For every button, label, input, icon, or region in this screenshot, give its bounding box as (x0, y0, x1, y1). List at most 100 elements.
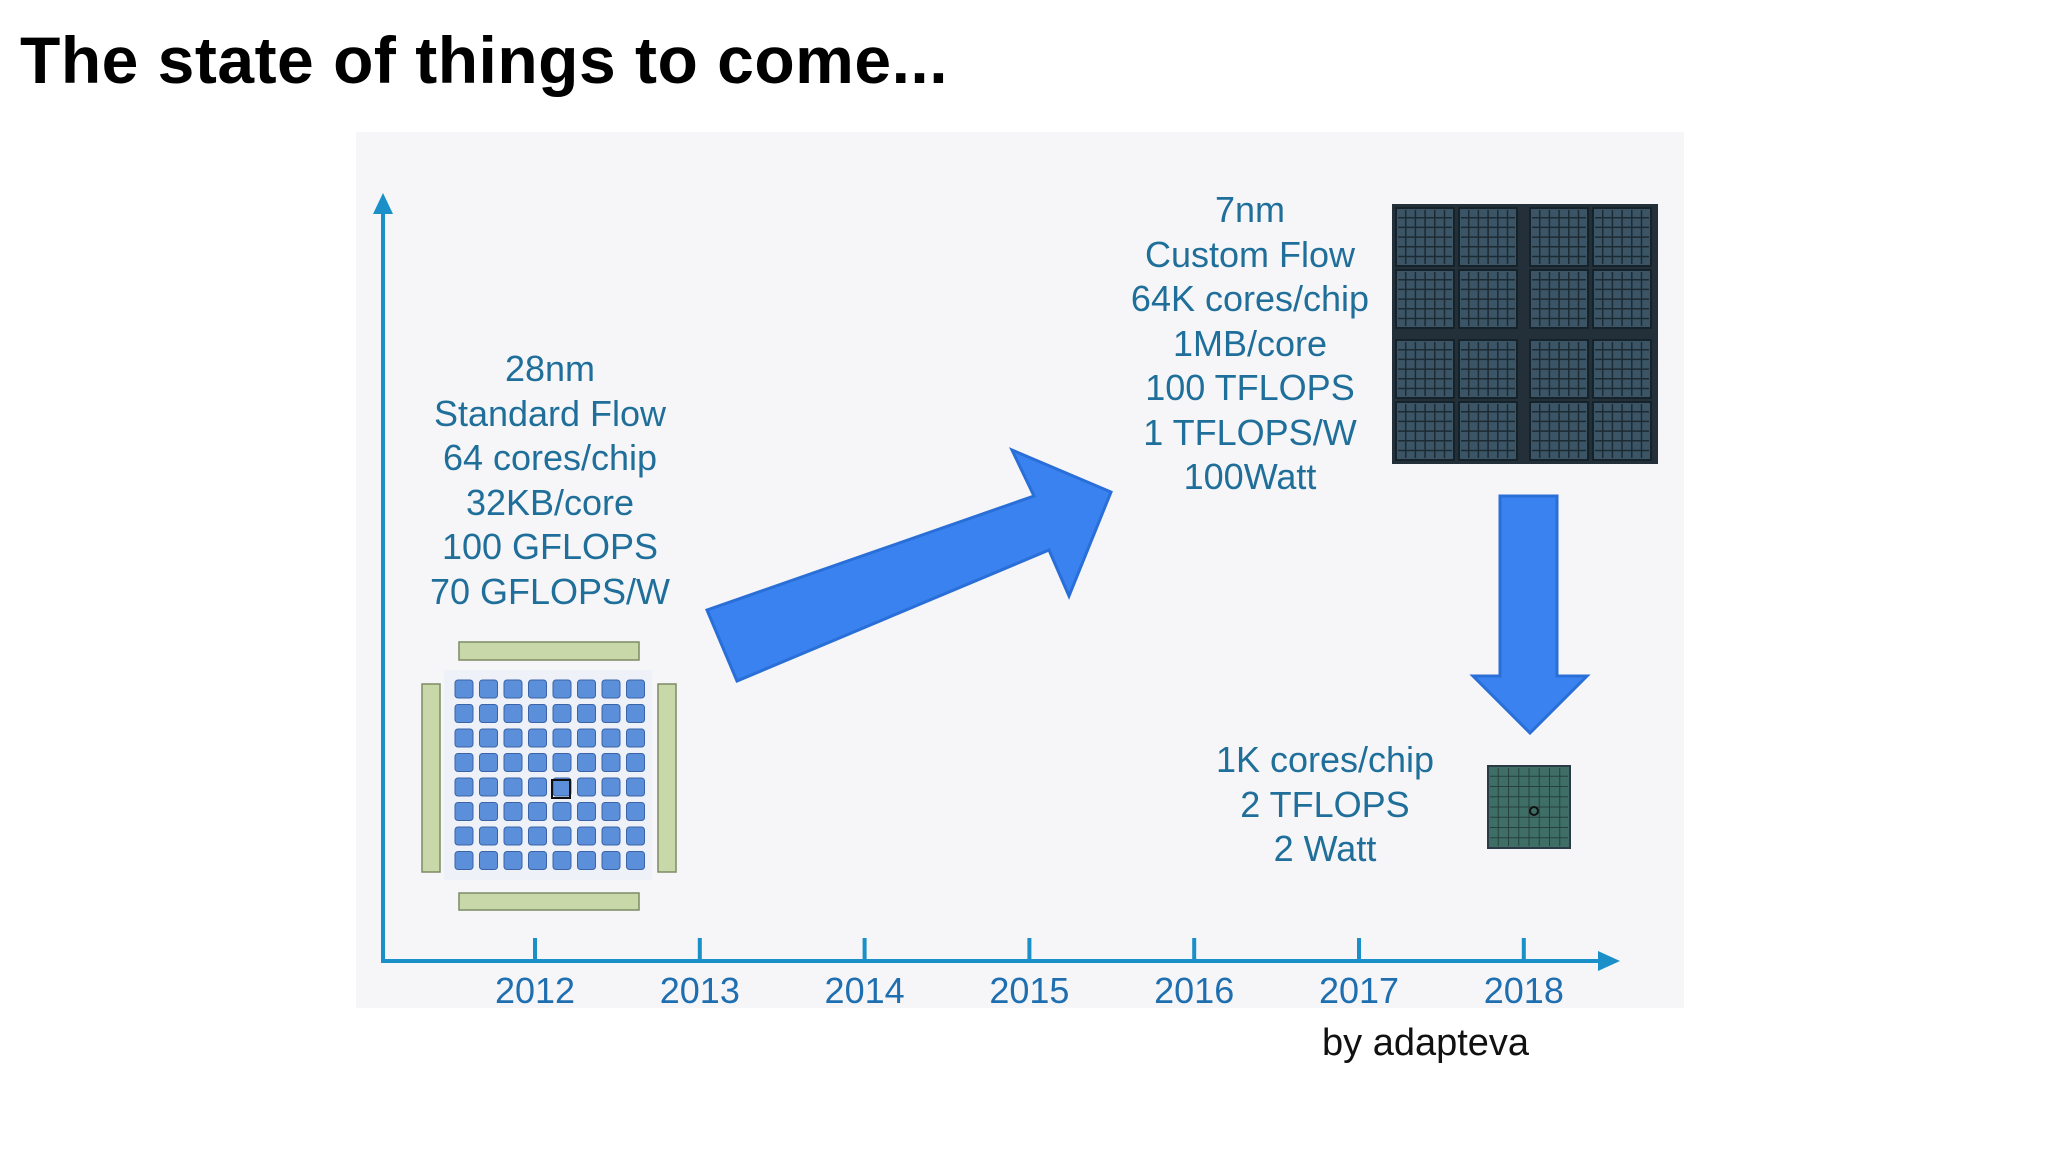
chip-core (601, 777, 621, 797)
chip-core (577, 802, 596, 821)
chip-core (552, 704, 572, 723)
chip-core (552, 826, 572, 846)
spec-line: 7nm (1214, 189, 1286, 230)
chip-core (479, 826, 498, 846)
horizontal-axis-arrowhead (1598, 951, 1620, 971)
chip-core (479, 753, 498, 772)
chip-core (503, 753, 523, 772)
chip-core (626, 679, 645, 699)
progression-arrow-diagonal (704, 447, 1113, 683)
chip-2012-die-image (421, 641, 677, 911)
chip-core (454, 728, 474, 748)
chip-core (528, 802, 547, 821)
chip-core (528, 851, 547, 870)
year-label-2016: 2016 (1154, 970, 1234, 1011)
spec-block-2018-large: 7nm Custom Flow 64K cores/chip 1MB/core … (1080, 188, 1420, 500)
chip-core (626, 777, 645, 797)
chip-2018-small-image (1487, 765, 1571, 849)
chip-core (479, 679, 498, 699)
spec-line: 64K cores/chip (1130, 278, 1370, 319)
year-label-2013: 2013 (660, 970, 740, 1011)
chip-core (479, 802, 498, 821)
spec-line: 70 GFLOPS/W (429, 570, 671, 612)
downscale-arrow (1469, 494, 1591, 736)
spec-block-2012: 28nm Standard Flow 64 cores/chip 32KB/co… (385, 347, 715, 614)
chip-core (503, 802, 523, 821)
chip-core (577, 753, 596, 772)
spec-line: Custom Flow (1144, 233, 1356, 275)
credit-text: by adapteva (1322, 1022, 1530, 1064)
spec-line: 100 TFLOPS (1145, 367, 1355, 408)
chip-core (454, 826, 474, 846)
slide-title: The state of things to come... (20, 23, 949, 97)
chip-core (528, 679, 547, 699)
year-label-2015: 2015 (989, 970, 1069, 1011)
vertical-axis-arrowhead (373, 193, 393, 214)
chip-core (503, 704, 523, 723)
chip-2018-large-image (1392, 204, 1658, 464)
spec-line: 1MB/core (1172, 322, 1328, 364)
chip-core (528, 704, 547, 723)
chip-core (552, 753, 572, 772)
spec-line: 1K cores/chip (1215, 739, 1435, 780)
spec-block-2018-small: 1K cores/chip 2 TFLOPS 2 Watt (1185, 738, 1465, 872)
spec-line: 100 GFLOPS (441, 526, 659, 567)
chip-core (577, 777, 596, 797)
chip-core (626, 826, 645, 846)
year-label-2018: 2018 (1484, 970, 1564, 1011)
timeline-axes (381, 205, 1602, 963)
chip-core (626, 753, 645, 772)
chip-core (479, 728, 498, 748)
chip-core (601, 826, 621, 846)
chip-core (454, 704, 474, 723)
chip-core (577, 704, 596, 723)
chip-core (577, 679, 596, 699)
spec-line: 2 Watt (1273, 828, 1377, 869)
chip-core (528, 728, 547, 748)
chip-core (577, 851, 596, 870)
chip-core (503, 851, 523, 870)
chip-core (626, 851, 645, 870)
chip-core (552, 679, 572, 699)
chip-core (454, 753, 474, 772)
year-label-2012: 2012 (495, 970, 575, 1011)
chip-core (577, 728, 596, 748)
chip-core (626, 704, 645, 723)
chip-core (552, 728, 572, 748)
chip-core (528, 826, 547, 846)
spec-line: 32KB/core (465, 481, 635, 523)
chip-core (503, 679, 523, 699)
chip-core (454, 679, 474, 699)
year-label-2014: 2014 (825, 970, 905, 1011)
spec-line: 28nm (504, 348, 596, 389)
spec-line: 1 TFLOPS/W (1143, 411, 1357, 453)
year-label-2017: 2017 (1319, 970, 1399, 1011)
chip-core (601, 679, 621, 699)
chip-core (503, 728, 523, 748)
chip-core (601, 851, 621, 870)
chip-core (503, 777, 523, 797)
chip-core (601, 728, 621, 748)
spec-line: 100Watt (1183, 456, 1317, 497)
chip-core (626, 728, 645, 748)
chip-core (454, 851, 474, 870)
chip-core (479, 704, 498, 723)
chip-core (601, 704, 621, 723)
chip-core (601, 753, 621, 772)
chip-core (577, 826, 596, 846)
spec-line: 2 TFLOPS (1240, 783, 1410, 825)
chip-core (479, 777, 498, 797)
chip-core (626, 802, 645, 821)
chip-core (552, 802, 572, 821)
year-ticks (533, 938, 1526, 959)
chip-core (454, 802, 474, 821)
chip-core (503, 826, 523, 846)
year-labels: 2012 2013 2014 2015 2016 2017 2018 (495, 970, 1564, 1011)
chip-core (528, 777, 547, 797)
spec-line: 64 cores/chip (442, 437, 658, 478)
spec-line: Standard Flow (433, 392, 667, 434)
chip-core (552, 851, 572, 870)
chip-core (454, 777, 474, 797)
chip-core (479, 851, 498, 870)
